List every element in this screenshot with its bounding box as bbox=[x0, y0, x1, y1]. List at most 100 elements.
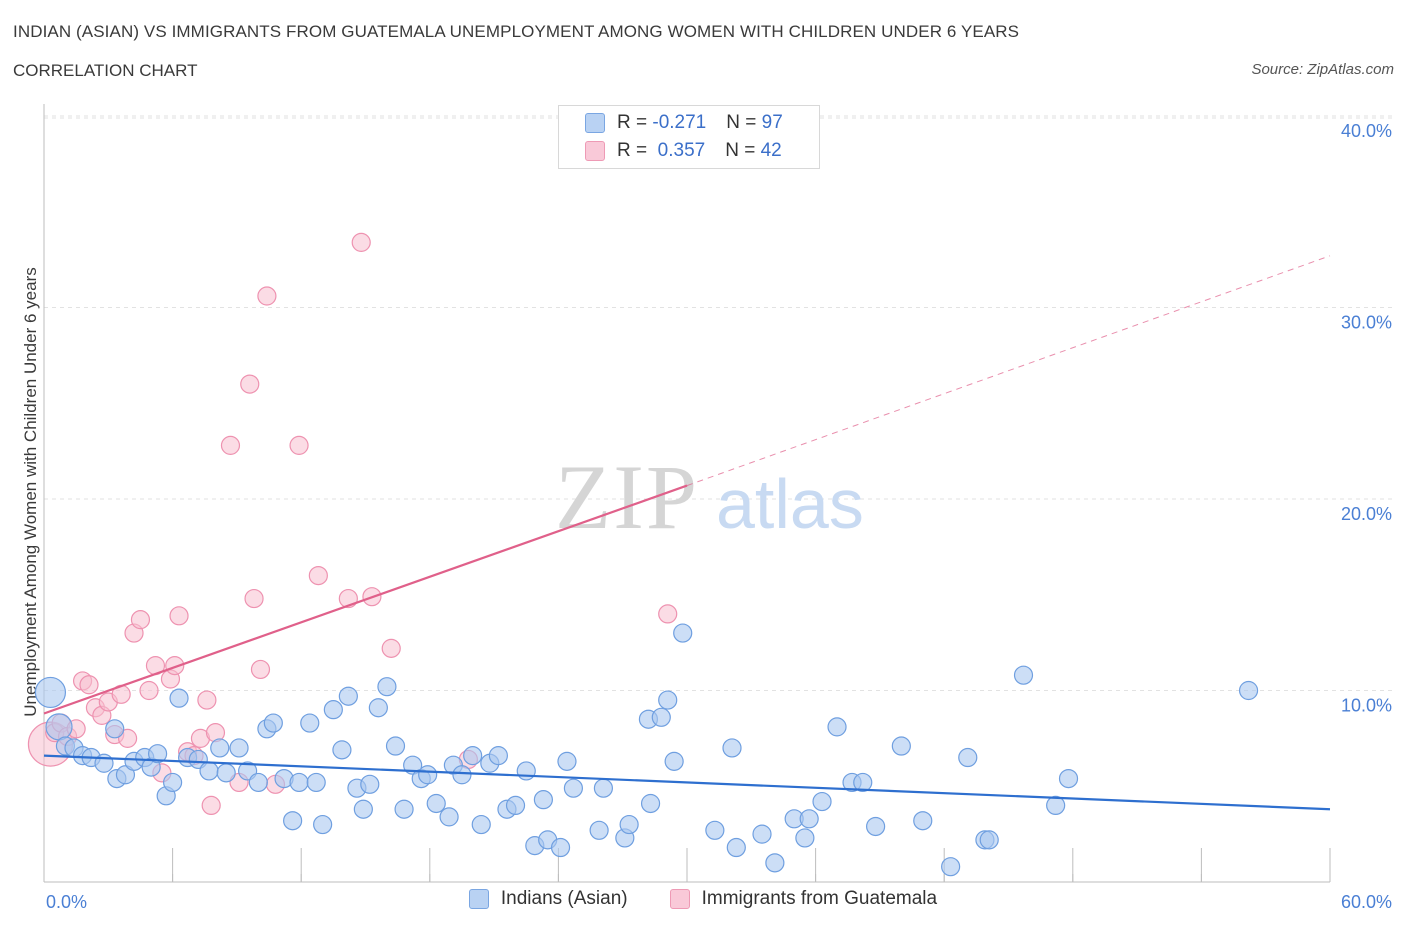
indians-point bbox=[619, 814, 639, 835]
guatemala-point bbox=[658, 604, 678, 624]
indians-point bbox=[516, 761, 536, 781]
indians-point bbox=[289, 772, 309, 793]
indians-point bbox=[163, 772, 183, 793]
indians-point bbox=[958, 747, 978, 768]
guatemala-point bbox=[308, 565, 328, 586]
indians-point bbox=[1046, 795, 1066, 816]
legend-n-value: 97 bbox=[761, 112, 783, 133]
y-tick-label: 30.0% bbox=[1341, 313, 1392, 333]
indians-point bbox=[488, 746, 508, 766]
trend-lines bbox=[43, 255, 1331, 811]
guatemala-point bbox=[139, 680, 159, 701]
indians-point bbox=[726, 837, 746, 858]
series-legend: Indians (Asian) Immigrants from Guatemal… bbox=[0, 888, 1406, 910]
trendline-indians bbox=[43, 754, 1331, 811]
indians-point bbox=[263, 713, 283, 733]
indians-point bbox=[593, 778, 614, 798]
legend-n-value: 42 bbox=[760, 140, 782, 161]
legend-swatch-pink bbox=[585, 141, 605, 161]
indians-point bbox=[795, 828, 815, 848]
indians-point bbox=[394, 799, 414, 819]
indians-point bbox=[210, 738, 230, 758]
indians-point bbox=[248, 772, 268, 793]
indians-point bbox=[941, 857, 961, 877]
chart-title: INDIAN (ASIAN) VS IMMIGRANTS FROM GUATEM… bbox=[13, 22, 1020, 41]
indians-point bbox=[368, 698, 388, 718]
legend-swatch-blue bbox=[468, 889, 489, 909]
indians-point bbox=[550, 837, 571, 858]
guatemala-point bbox=[381, 638, 401, 658]
guatemala-point bbox=[169, 606, 189, 626]
indians-point bbox=[752, 824, 772, 844]
guatemala-point bbox=[289, 435, 309, 455]
legend-n-label: N = bbox=[725, 140, 761, 161]
indians-point bbox=[360, 774, 380, 794]
stats-legend: R = -0.271 N = 97 R = 0.357 N = 42 bbox=[558, 105, 820, 169]
guatemala-point bbox=[117, 728, 138, 748]
indians-point bbox=[306, 772, 326, 793]
grid-lines bbox=[44, 115, 1392, 691]
indians-point bbox=[640, 793, 661, 814]
guatemala-point bbox=[250, 659, 271, 680]
indians-point bbox=[589, 820, 609, 840]
legend-r-label: R = bbox=[617, 140, 653, 161]
legend-r-label: R = bbox=[617, 112, 653, 133]
indians-point bbox=[353, 799, 373, 819]
indians-point bbox=[505, 795, 526, 816]
indians-point bbox=[765, 853, 785, 873]
indians-point bbox=[1013, 665, 1034, 685]
series-indians-points bbox=[34, 623, 1259, 877]
indians-point bbox=[866, 816, 886, 837]
watermark: ZIP atlas bbox=[555, 446, 864, 548]
trendline-guatemala-extension bbox=[686, 255, 1331, 487]
indians-point bbox=[332, 740, 352, 760]
y-tick-label: 20.0% bbox=[1341, 504, 1392, 524]
legend-n-label: N = bbox=[726, 112, 762, 133]
indians-point bbox=[812, 791, 832, 812]
indians-point bbox=[471, 814, 491, 835]
guatemala-point bbox=[79, 675, 99, 695]
indians-point bbox=[827, 717, 847, 737]
legend-label-guatemala: Immigrants from Guatemala bbox=[701, 888, 938, 909]
indians-point bbox=[799, 809, 819, 829]
indians-point bbox=[439, 807, 459, 827]
indians-point bbox=[673, 623, 693, 643]
legend-r-value: 0.357 bbox=[652, 140, 706, 161]
legend-label-indians: Indians (Asian) bbox=[500, 888, 628, 909]
guatemala-point bbox=[201, 795, 221, 816]
indians-point bbox=[34, 676, 67, 709]
indians-point bbox=[705, 820, 725, 840]
indians-point bbox=[563, 778, 584, 798]
indians-point bbox=[418, 765, 438, 785]
y-tick-label: 40.0% bbox=[1341, 121, 1392, 141]
indians-point bbox=[426, 793, 446, 814]
x-tick-labels: 0.0% 60.0% bbox=[46, 892, 1392, 912]
indians-point bbox=[385, 736, 406, 756]
indians-point bbox=[283, 811, 303, 831]
indians-point bbox=[853, 772, 873, 793]
indians-point bbox=[313, 814, 333, 835]
indians-point bbox=[463, 746, 483, 766]
indians-point bbox=[199, 761, 219, 781]
indians-point bbox=[979, 830, 999, 850]
legend-item-indians: Indians (Asian) bbox=[468, 888, 628, 910]
indians-point bbox=[300, 713, 320, 733]
indians-point bbox=[658, 690, 678, 710]
indians-point bbox=[533, 790, 553, 810]
indians-point bbox=[403, 755, 423, 775]
indians-point bbox=[216, 763, 236, 783]
y-axis-title: Unemployment Among Women with Children U… bbox=[21, 267, 40, 716]
guatemala-point bbox=[257, 286, 277, 306]
indians-point bbox=[452, 765, 472, 785]
legend-r-value: -0.271 bbox=[652, 112, 707, 133]
indians-point bbox=[115, 765, 136, 785]
indians-point bbox=[1058, 768, 1079, 789]
indians-point bbox=[891, 736, 911, 756]
indians-point bbox=[377, 677, 397, 697]
legend-swatch-blue bbox=[585, 113, 605, 133]
indians-point bbox=[722, 738, 742, 758]
indians-point bbox=[1238, 680, 1259, 701]
guatemala-point bbox=[351, 232, 371, 252]
indians-point bbox=[557, 751, 577, 771]
legend-row-guatemala: R = 0.357 N = 42 bbox=[585, 140, 782, 162]
